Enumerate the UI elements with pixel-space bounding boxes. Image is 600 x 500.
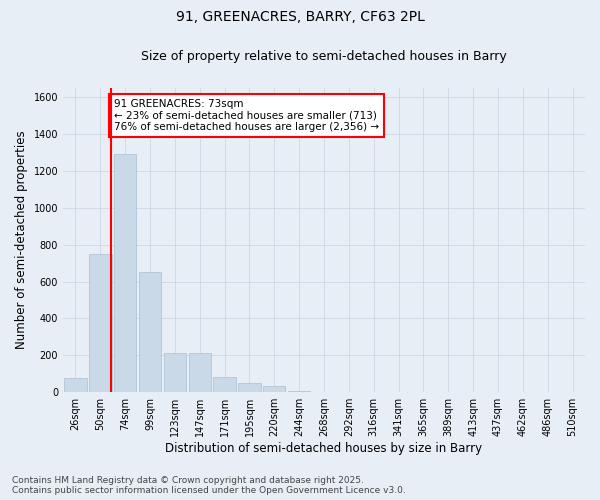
Text: 91, GREENACRES, BARRY, CF63 2PL: 91, GREENACRES, BARRY, CF63 2PL bbox=[176, 10, 424, 24]
Bar bbox=[214, 376, 236, 392]
Bar bbox=[64, 378, 86, 392]
Bar bbox=[164, 352, 186, 392]
Bar bbox=[238, 383, 260, 392]
Y-axis label: Number of semi-detached properties: Number of semi-detached properties bbox=[15, 130, 28, 350]
X-axis label: Distribution of semi-detached houses by size in Barry: Distribution of semi-detached houses by … bbox=[166, 442, 482, 455]
Bar bbox=[139, 272, 161, 392]
Title: Size of property relative to semi-detached houses in Barry: Size of property relative to semi-detach… bbox=[141, 50, 507, 63]
Text: Contains HM Land Registry data © Crown copyright and database right 2025.
Contai: Contains HM Land Registry data © Crown c… bbox=[12, 476, 406, 495]
Bar bbox=[263, 386, 286, 392]
Text: 91 GREENACRES: 73sqm
← 23% of semi-detached houses are smaller (713)
76% of semi: 91 GREENACRES: 73sqm ← 23% of semi-detac… bbox=[114, 99, 379, 132]
Bar bbox=[89, 254, 112, 392]
Bar bbox=[114, 154, 136, 392]
Bar bbox=[188, 352, 211, 392]
